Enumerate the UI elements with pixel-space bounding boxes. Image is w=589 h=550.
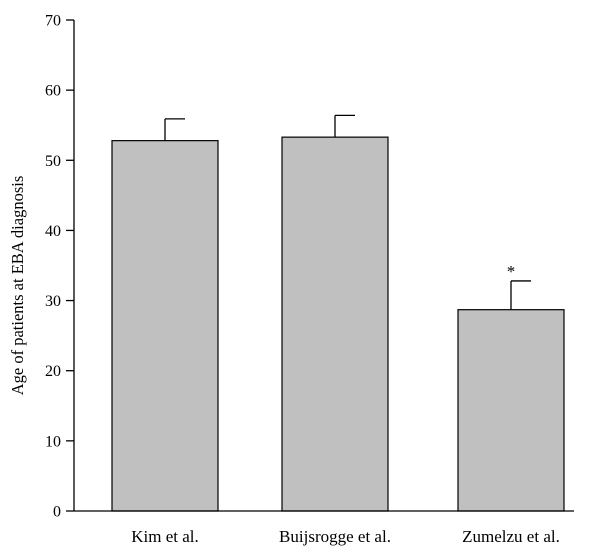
annotations-layer: * [507, 262, 516, 281]
y-ticks-layer: 0 10 20 30 40 50 60 70 [45, 13, 74, 521]
y-tick-label: 20 [45, 363, 61, 380]
x-category-label: Zumelzu et al. [462, 527, 560, 546]
x-category-labels: Kim et al. Buijsrogge et al. Zumelzu et al… [131, 527, 560, 546]
y-tick-label: 50 [45, 153, 61, 170]
y-tick-label: 60 [45, 83, 61, 100]
bar [281, 136, 389, 512]
bar [111, 140, 219, 512]
y-tick-label: 40 [45, 223, 61, 240]
x-category-label: Kim et al. [131, 527, 199, 546]
y-tick-label: 70 [45, 13, 61, 30]
y-axis-title: Age of patients at EBA diagnosis [8, 176, 27, 396]
y-tick-label: 30 [45, 293, 61, 310]
y-tick-label: 0 [53, 504, 61, 521]
bars-layer [111, 136, 565, 512]
x-category-label: Buijsrogge et al. [279, 527, 391, 546]
y-tick-label: 10 [45, 433, 61, 450]
significance-marker: * [507, 262, 516, 281]
error-bars-layer [164, 114, 531, 310]
bar [457, 309, 565, 512]
